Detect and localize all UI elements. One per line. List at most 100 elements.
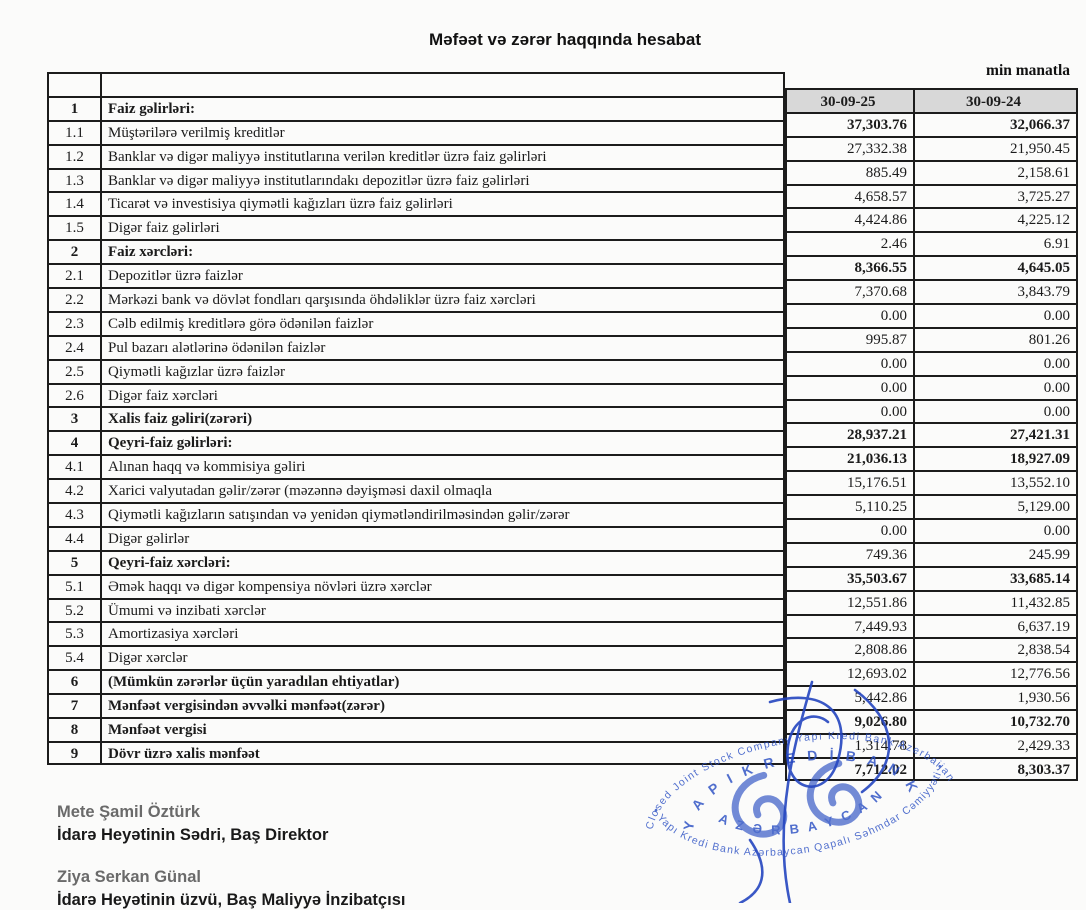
value-cell-30-09-25: 8,366.55 bbox=[785, 255, 913, 280]
value-cell-30-09-24: 801.26 bbox=[913, 326, 1078, 351]
value-cell-30-09-24: 18,927.09 bbox=[913, 446, 1078, 471]
value-cell-30-09-24: 0.00 bbox=[913, 398, 1078, 423]
value-cell-30-09-25: 28,937.21 bbox=[785, 422, 913, 447]
row-number-cell: 4.1 bbox=[47, 454, 100, 479]
row-number-cell: 5.1 bbox=[47, 573, 100, 598]
value-cell-30-09-24: 21,950.45 bbox=[913, 135, 1078, 160]
value-cell-30-09-24: 5,129.00 bbox=[913, 494, 1078, 519]
row-label-cell: Faiz gəlirləri: bbox=[100, 95, 785, 120]
value-cell-30-09-24: 8,303.37 bbox=[913, 756, 1078, 781]
row-label-cell: Ümumi və inzibati xərclər bbox=[100, 597, 785, 622]
value-cell-30-09-24: 2,838.54 bbox=[913, 637, 1078, 662]
value-cell-30-09-25: 21,036.13 bbox=[785, 446, 913, 471]
row-number-cell: 5.4 bbox=[47, 645, 100, 670]
value-cell-30-09-25: 2,808.86 bbox=[785, 637, 913, 662]
value-cell-30-09-25: 37,303.76 bbox=[785, 111, 913, 136]
row-label-cell: Xarici valyutadan gəlir/zərər (məzənnə d… bbox=[100, 478, 785, 503]
signatory-2-name: Ziya Serkan Günal bbox=[57, 868, 201, 886]
row-label-cell: Cəlb edilmiş kreditlərə görə ödənilən fa… bbox=[100, 310, 785, 335]
signatory-1-name: Mete Şamil Öztürk bbox=[57, 803, 201, 821]
row-label-cell: (Mümkün zərərlər üçün yaradılan ehtiyatl… bbox=[100, 669, 785, 694]
row-label-cell: Qeyri-faiz gəlirləri: bbox=[100, 430, 785, 455]
row-number-cell: 4.3 bbox=[47, 502, 100, 526]
row-number-cell: 4.4 bbox=[47, 525, 100, 550]
value-cell-30-09-25: 2.46 bbox=[785, 231, 913, 256]
row-label-cell: Banklar və digər maliyyə institutlarında… bbox=[100, 167, 785, 192]
row-label-cell: Mərkəzi bank və dövlət fondları qarşısın… bbox=[100, 287, 785, 311]
value-cell-30-09-24: 0.00 bbox=[913, 303, 1078, 327]
row-number-cell: 1.5 bbox=[47, 215, 100, 240]
row-label-cell: Əmək haqqı və digər kompensiya növləri ü… bbox=[100, 573, 785, 598]
value-cell-30-09-25: 7,370.68 bbox=[785, 279, 913, 304]
row-label-cell: Digər gəlirlər bbox=[100, 525, 785, 550]
value-cell-30-09-25: 5,110.25 bbox=[785, 494, 913, 519]
row-label-cell: Amortizasiya xərcləri bbox=[100, 621, 785, 646]
report-title: Məfəət və zərər haqqında hesabat bbox=[428, 30, 702, 49]
row-label-cell: Mənfəət vergisi bbox=[100, 717, 785, 741]
value-cell-30-09-24: 6.91 bbox=[913, 231, 1078, 256]
value-cell-30-09-24: 6,637.19 bbox=[913, 613, 1078, 638]
value-cell-30-09-24: 3,843.79 bbox=[913, 279, 1078, 304]
value-cell-30-09-24: 2,158.61 bbox=[913, 159, 1078, 184]
signatory-1: Mete Şamil Öztürk İdarə Heyətinin Sədri,… bbox=[57, 803, 328, 845]
value-cell-30-09-25: 0.00 bbox=[785, 398, 913, 423]
value-cell-30-09-25: 0.00 bbox=[785, 350, 913, 375]
row-number-cell: 5.2 bbox=[47, 597, 100, 622]
value-cell-30-09-25: 12,693.02 bbox=[785, 661, 913, 686]
row-number-cell: 2.1 bbox=[47, 263, 100, 288]
row-number-cell: 1.3 bbox=[47, 167, 100, 192]
value-cell-30-09-25: 27,332.38 bbox=[785, 135, 913, 160]
row-label-cell: Pul bazarı alətlərinə ödənilən faizlər bbox=[100, 334, 785, 359]
value-cell-30-09-25: 9,026.80 bbox=[785, 709, 913, 734]
value-cell-30-09-24: 12,776.56 bbox=[913, 661, 1078, 686]
signatory-1-title: İdarə Heyətinin Sədri, Baş Direktor bbox=[57, 826, 329, 844]
value-cell-30-09-24: 0.00 bbox=[913, 518, 1078, 542]
row-number-cell: 9 bbox=[47, 740, 100, 765]
row-number-cell: 2.4 bbox=[47, 334, 100, 359]
row-label-cell: Qeyri-faiz xərcləri: bbox=[100, 549, 785, 574]
value-cell-30-09-25: 7,449.93 bbox=[785, 613, 913, 638]
value-cell-30-09-24: 32,066.37 bbox=[913, 111, 1078, 136]
row-number-cell: 5 bbox=[47, 549, 100, 574]
value-cell-30-09-25: 5,442.86 bbox=[785, 685, 913, 710]
value-cell-30-09-24: 0.00 bbox=[913, 374, 1078, 399]
signatory-2: Ziya Serkan Günal İdarə Heyətinin üzvü, … bbox=[57, 868, 405, 910]
row-number-cell: 4.2 bbox=[47, 478, 100, 503]
value-cell-30-09-24: 13,552.10 bbox=[913, 470, 1078, 495]
value-cell-30-09-25: 1,314.78 bbox=[785, 733, 913, 757]
column-header-30-09-24: 30-09-24 bbox=[913, 88, 1078, 112]
row-number-cell: 1.1 bbox=[47, 119, 100, 144]
value-cell-30-09-24: 11,432.85 bbox=[913, 589, 1078, 614]
row-number-cell: 2.5 bbox=[47, 358, 100, 383]
value-cell-30-09-25: 0.00 bbox=[785, 303, 913, 327]
row-label-cell: Faiz xərcləri: bbox=[100, 239, 785, 264]
row-label-cell: Dövr üzrə xalis mənfəət bbox=[100, 740, 785, 765]
stamp-inner-bottom-text: A Z Ə R B A Y C A N bbox=[715, 785, 891, 849]
row-number-cell: 2.3 bbox=[47, 310, 100, 335]
value-cell-30-09-24: 0.00 bbox=[913, 350, 1078, 375]
value-cell-30-09-24: 2,429.33 bbox=[913, 733, 1078, 757]
row-number-cell: 1.2 bbox=[47, 143, 100, 168]
row-label-cell: Digər faiz xərcləri bbox=[100, 382, 785, 407]
row-label-cell: Digər faiz gəlirləri bbox=[100, 215, 785, 240]
value-cell-30-09-24: 1,930.56 bbox=[913, 685, 1078, 710]
value-cell-30-09-25: 4,658.57 bbox=[785, 183, 913, 208]
value-cell-30-09-24: 4,645.05 bbox=[913, 255, 1078, 280]
signatory-2-title: İdarə Heyətinin üzvü, Baş Maliyyə İnziba… bbox=[57, 891, 406, 909]
row-label-cell: Müştərilərə verilmiş kreditlər bbox=[100, 119, 785, 144]
row-number-cell: 2.6 bbox=[47, 382, 100, 407]
value-cell-30-09-25: 4,424.86 bbox=[785, 207, 913, 232]
row-label-cell: Depozitlər üzrə faizlər bbox=[100, 263, 785, 288]
corner-cell bbox=[47, 72, 100, 96]
row-number-cell: 8 bbox=[47, 717, 100, 741]
profit-loss-table: 30-09-25 30-09-24 1 Faiz gəlirləri: 37,303.7… bbox=[47, 72, 1078, 781]
row-label-cell: Qiymətli kağızlar üzrə faizlər bbox=[100, 358, 785, 383]
unit-label: min manatla bbox=[986, 62, 1070, 79]
value-cell-30-09-25: 15,176.51 bbox=[785, 470, 913, 495]
row-number-cell: 4 bbox=[47, 430, 100, 455]
row-label-cell: Alınan haqq və kommisiya gəliri bbox=[100, 454, 785, 479]
value-cell-30-09-24: 3,725.27 bbox=[913, 183, 1078, 208]
row-number-cell: 5.3 bbox=[47, 621, 100, 646]
value-cell-30-09-24: 27,421.31 bbox=[913, 422, 1078, 447]
value-cell-30-09-25: 749.36 bbox=[785, 541, 913, 566]
